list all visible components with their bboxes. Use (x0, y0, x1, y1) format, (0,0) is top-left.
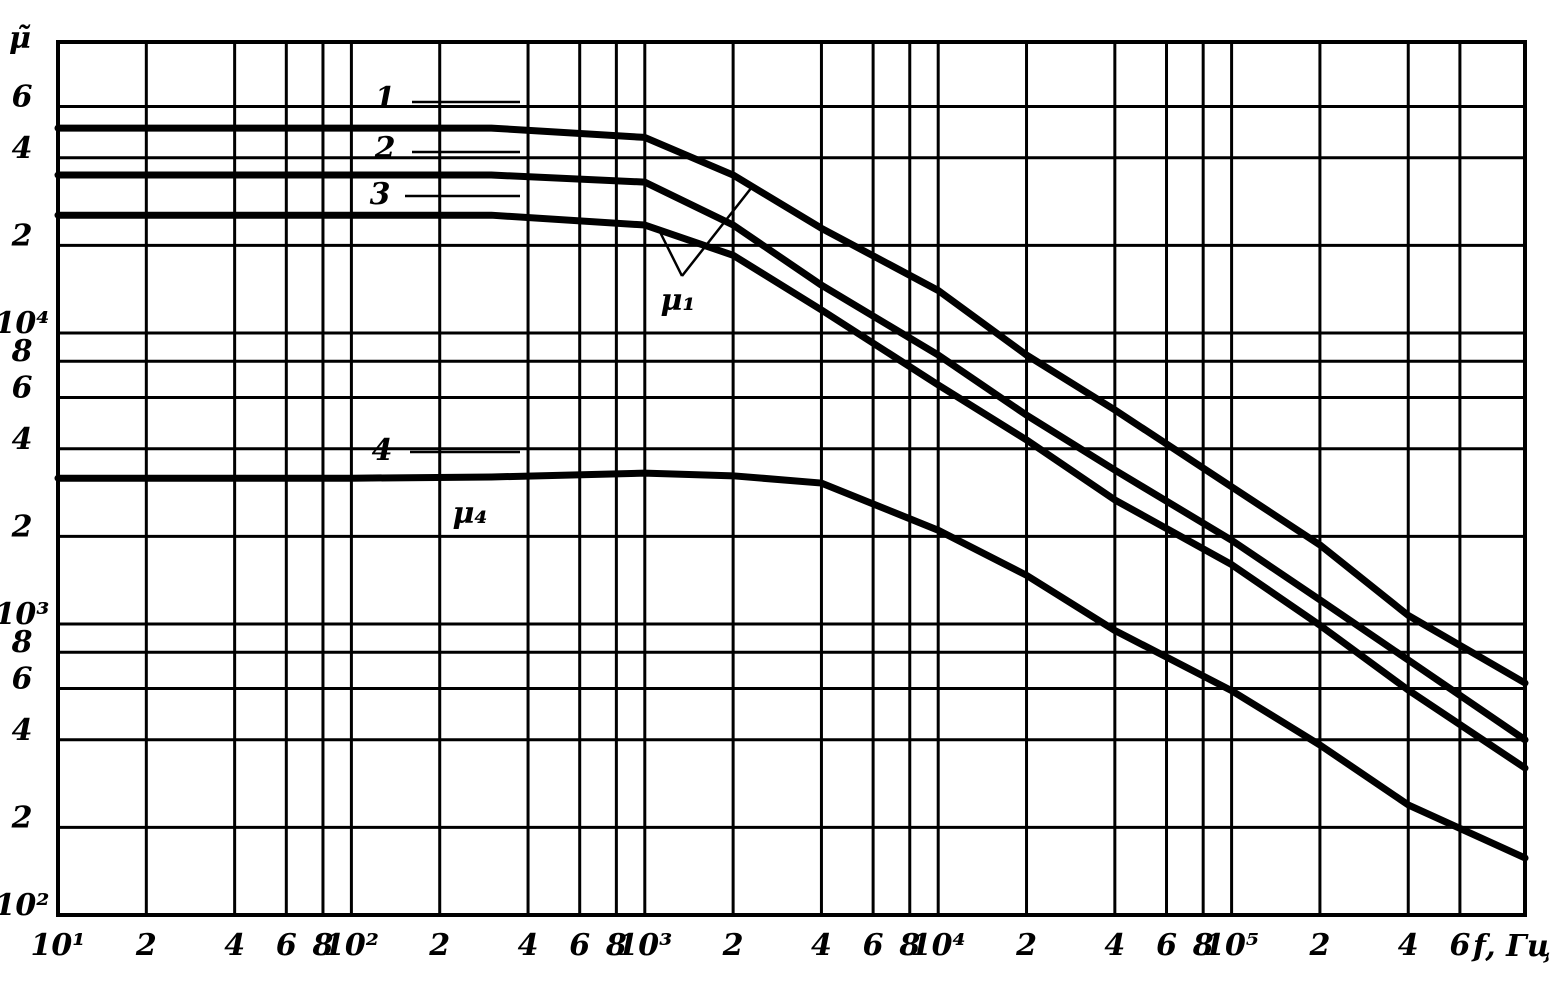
y-tick-label: 2 (11, 800, 33, 835)
y-tick-label: 8 (11, 625, 33, 660)
y-tick-label: 4 (12, 713, 33, 748)
y-tick-label: 4 (12, 131, 33, 166)
x-tick-label: 10² (324, 928, 379, 963)
series-line (54, 171, 1529, 744)
x-tick-label: 2 (1308, 928, 1330, 963)
x-tick-label: 8 (898, 928, 920, 963)
y-axis-label: μ̃ (9, 21, 31, 56)
series-line (54, 211, 1529, 772)
series-line (54, 469, 1529, 862)
series-label: 4 (372, 433, 393, 468)
annotation: μ₁ (660, 283, 695, 318)
x-tick-label: 8 (1192, 928, 1214, 963)
y-tick-label: 6 (12, 371, 33, 406)
label-leader (405, 100, 520, 454)
x-tick-label: 2 (428, 928, 450, 963)
series-label: 3 (370, 177, 391, 212)
y-tick-label: 4 (12, 422, 33, 457)
y-tick-label: 6 (12, 662, 33, 697)
x-tick-label: 10⁴ (911, 928, 966, 963)
series-label: 2 (374, 131, 396, 166)
x-tick-label: 4 (1398, 928, 1419, 963)
x-tick-label: 6 (276, 928, 297, 963)
x-tick-label: 10¹ (31, 928, 86, 963)
series-line (54, 124, 1529, 687)
y-tick-label: 2 (11, 509, 33, 544)
x-tick-label: 2 (722, 928, 744, 963)
x-tick-label: 6 (1449, 928, 1470, 963)
x-tick-label: 6 (569, 928, 590, 963)
y-tick-label: 6 (12, 80, 33, 115)
series-label: 1 (375, 81, 396, 116)
x-tick-label: 8 (605, 928, 627, 963)
x-tick-label: 4 (518, 928, 539, 963)
y-tick-label: 10³ (0, 597, 49, 632)
y-tick-label: 8 (11, 334, 33, 369)
x-tick-label: 2 (135, 928, 157, 963)
x-tick-label: 10⁵ (1204, 928, 1259, 963)
y-tick-label: 10² (0, 888, 49, 923)
y-tick-label: 10⁴ (0, 306, 49, 341)
annotation: μ₄ (452, 496, 487, 531)
x-tick-label: 8 (312, 928, 334, 963)
x-tick-label: 6 (863, 928, 884, 963)
x-tick-label: 6 (1156, 928, 1177, 963)
x-tick-label: 2 (1015, 928, 1037, 963)
x-tick-label: 4 (811, 928, 832, 963)
annotation-leader (656, 186, 753, 277)
y-tick-label: 2 (11, 218, 33, 253)
x-axis-label: f, Гц (1471, 929, 1551, 964)
x-tick-label: 10³ (617, 928, 672, 963)
x-tick-label: 4 (224, 928, 245, 963)
x-tick-label: 4 (1104, 928, 1125, 963)
